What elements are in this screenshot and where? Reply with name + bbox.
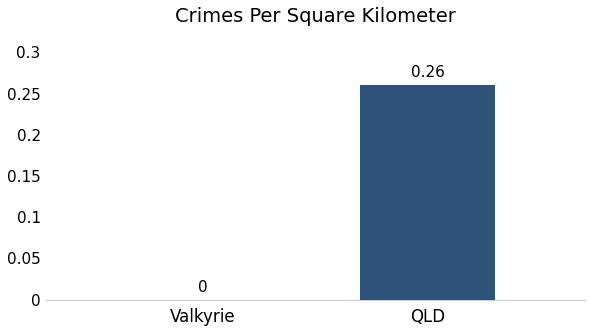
Text: 0: 0 — [198, 280, 208, 295]
Text: 0.26: 0.26 — [411, 65, 445, 80]
Title: Crimes Per Square Kilometer: Crimes Per Square Kilometer — [175, 7, 456, 26]
Bar — [361, 85, 495, 300]
